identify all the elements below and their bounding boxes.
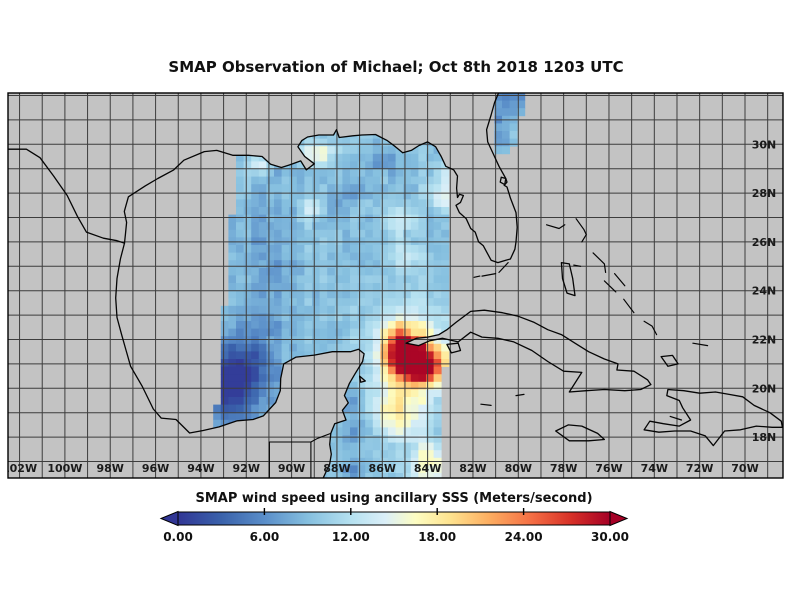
lon-label-76W: 76W [595, 462, 622, 475]
colorbar-label: SMAP wind speed using ancillary SSS (Met… [195, 491, 593, 506]
lon-label-78W: 78W [550, 462, 577, 475]
colorbar: 0.00 6.00 12.00 18.00 24.00 30.00 [159, 508, 629, 544]
lat-label-20N: 20N [752, 382, 777, 395]
colorbar-gradient-bar [177, 511, 611, 526]
lat-label-18N: 18N [752, 431, 777, 444]
graticule-grid [8, 93, 783, 478]
graticule-labels: 102W 100W 98W 96W 94W 92W 90W 88W 86W 84W 82W 80W 78… [2, 138, 777, 475]
colorbar-tick-30.00: 30.00 [591, 530, 629, 544]
coastlines [8, 93, 783, 478]
lat-label-24N: 24N [752, 285, 777, 298]
lon-label-80W: 80W [505, 462, 532, 475]
colorbar-tick-18.00: 18.00 [418, 530, 456, 544]
colorbar-right-arrow [609, 510, 629, 527]
colorbar-tick-12.00: 12.00 [332, 530, 370, 544]
colorbar-tick-0.00: 0.00 [163, 530, 193, 544]
lon-label-90W: 90W [278, 462, 305, 475]
lon-label-88W: 88W [323, 462, 350, 475]
lon-label-82W: 82W [459, 462, 486, 475]
colorbar-tick-6.00: 6.00 [250, 530, 280, 544]
lat-label-26N: 26N [752, 236, 777, 249]
lon-label-86W: 86W [369, 462, 396, 475]
map-area: 102W 100W 98W 96W 94W 92W 90W 88W 86W 84W 82W 80W 78… [2, 93, 783, 478]
lon-label-84W: 84W [414, 462, 441, 475]
lon-label-96W: 96W [142, 462, 169, 475]
lon-label-98W: 98W [97, 462, 124, 475]
lon-label-102W: 102W [2, 462, 37, 475]
lon-label-74W: 74W [641, 462, 668, 475]
mainland-landmass [8, 93, 518, 478]
lon-label-72W: 72W [686, 462, 713, 475]
map-frame [7, 92, 784, 479]
lat-label-30N: 30N [752, 138, 777, 151]
plot-title: SMAP Observation of Michael; Oct 8th 201… [168, 58, 624, 76]
lon-label-70W: 70W [731, 462, 758, 475]
lon-label-94W: 94W [187, 462, 214, 475]
lon-label-92W: 92W [233, 462, 260, 475]
colorbar-left-arrow [159, 510, 179, 527]
lat-label-28N: 28N [752, 187, 777, 200]
colorbar-tick-24.00: 24.00 [505, 530, 543, 544]
lat-label-22N: 22N [752, 334, 777, 347]
lon-label-100W: 100W [47, 462, 82, 475]
